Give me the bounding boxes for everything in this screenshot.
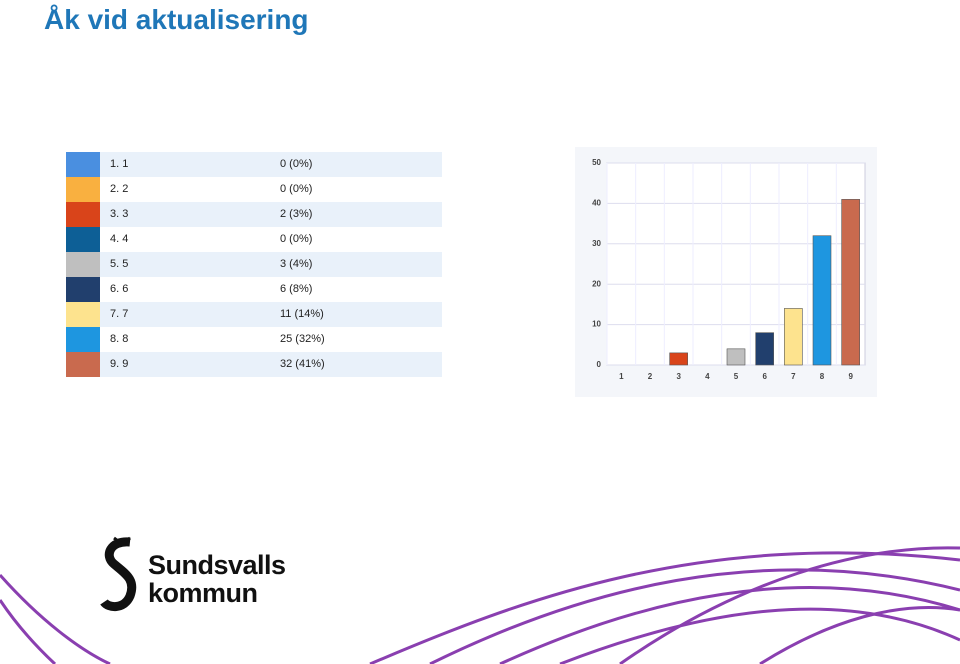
row-label: 2. 2 [110,183,129,195]
row-value: 2 (3%) [280,208,313,220]
row-value: 3 (4%) [280,258,313,270]
table-row: 1. 1 0 (0%) [66,152,442,177]
color-swatch [66,152,100,177]
x-tick-label: 7 [791,372,796,381]
x-tick-label: 5 [734,372,739,381]
row-value: 32 (41%) [280,358,325,370]
color-swatch [66,177,100,202]
bar [841,199,860,366]
x-tick-label: 6 [762,372,767,381]
color-swatch [66,202,100,227]
x-tick-label: 3 [676,372,681,381]
x-tick-label: 9 [848,372,853,381]
color-swatch [66,352,100,377]
legend-table: 1. 1 0 (0%) 2. 2 0 (0%) 3. 3 2 (3%) 4. 4 0 (0%)… [66,152,442,377]
bar [669,352,688,366]
x-tick-label: 8 [820,372,825,381]
row-label: 9. 9 [110,358,129,370]
table-row: 2. 2 0 (0%) [66,177,442,202]
row-label: 6. 6 [110,283,129,295]
row-value: 0 (0%) [280,183,313,195]
row-value: 25 (32%) [280,333,325,345]
bar [784,308,803,366]
y-tick-label: 30 [592,239,601,248]
logo: Sundsvalls kommun [100,536,300,616]
logo-text: kommun [148,578,258,608]
row-value: 0 (0%) [280,158,313,170]
color-swatch [66,227,100,252]
logo-mark [100,536,137,611]
row-label: 3. 3 [110,208,129,220]
x-tick-label: 1 [619,372,624,381]
bar [812,235,832,366]
table-row: 6. 6 6 (8%) [66,277,442,302]
table-row: 4. 4 0 (0%) [66,227,442,252]
table-row: 3. 3 2 (3%) [66,202,442,227]
color-swatch [66,252,100,277]
row-value: 6 (8%) [280,283,313,295]
x-tick-label: 4 [705,372,710,381]
y-tick-label: 20 [592,279,601,288]
table-row: 9. 9 32 (41%) [66,352,442,377]
row-value: 11 (14%) [280,308,324,320]
y-tick-label: 50 [592,158,601,167]
color-swatch [66,302,100,327]
row-label: 7. 7 [110,308,129,320]
color-swatch [66,327,100,352]
y-tick-label: 10 [592,320,601,329]
table-row: 7. 7 11 (14%) [66,302,442,327]
row-label: 1. 1 [110,158,129,170]
table-row: 8. 8 25 (32%) [66,327,442,352]
row-value: 0 (0%) [280,233,313,245]
x-tick-label: 2 [648,372,653,381]
row-label: 8. 8 [110,333,129,345]
y-tick-label: 0 [597,360,602,369]
slide-title: Åk vid aktualisering [44,4,309,35]
logo-text: Sundsvalls [148,550,286,580]
bar [726,348,746,366]
bar [755,332,774,366]
chart: 0 10 20 30 40 50 1 2 3 4 5 6 7 8 9 [575,147,877,397]
row-label: 5. 5 [110,258,129,270]
row-label: 4. 4 [110,233,129,245]
color-swatch [66,277,100,302]
y-tick-label: 40 [592,199,601,208]
table-row: 5. 5 3 (4%) [66,252,442,277]
